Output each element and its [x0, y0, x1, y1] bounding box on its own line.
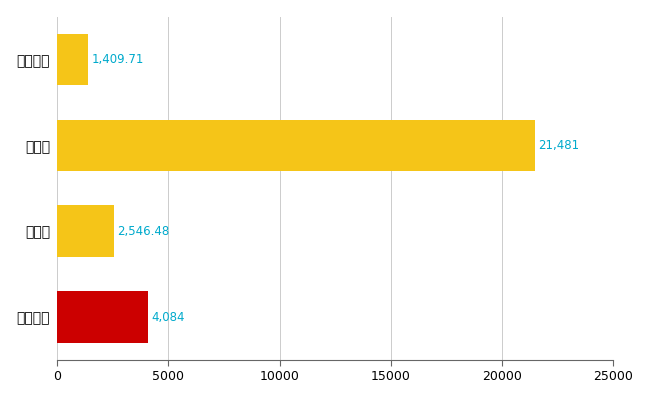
Text: 1,409.71: 1,409.71: [92, 53, 144, 66]
Text: 4,084: 4,084: [151, 310, 185, 324]
Text: 2,546.48: 2,546.48: [117, 225, 170, 238]
Bar: [57, 34, 88, 85]
Bar: [57, 206, 114, 257]
Text: 21,481: 21,481: [538, 139, 580, 152]
Bar: [57, 120, 535, 171]
Bar: [57, 291, 148, 343]
